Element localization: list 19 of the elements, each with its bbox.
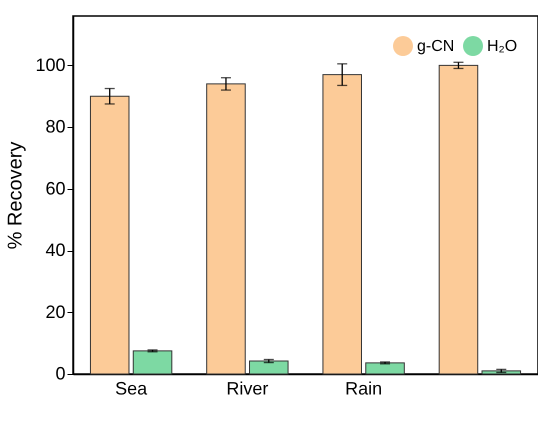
bar — [90, 96, 130, 374]
bar — [249, 360, 289, 374]
y-axis-title: % Recovery — [4, 142, 26, 250]
y-tick-label: 100 — [35, 54, 66, 75]
x-tick-label: River — [226, 378, 268, 398]
bar — [322, 74, 362, 374]
y-tick-label: 60 — [45, 178, 66, 198]
x-tick-label: Rain — [345, 378, 382, 398]
bar — [365, 362, 405, 374]
y-tick-label: 40 — [45, 240, 66, 260]
y-tick-label: 0 — [55, 364, 66, 384]
y-tick-label: 80 — [45, 116, 66, 137]
x-tick-label: Sea — [115, 378, 148, 398]
y-tick-label: 20 — [45, 302, 66, 322]
bar — [438, 64, 478, 374]
legend-label: H₂O — [487, 38, 518, 55]
bar — [206, 83, 246, 374]
legend-label: g-CN — [417, 38, 454, 55]
bar — [132, 350, 172, 374]
